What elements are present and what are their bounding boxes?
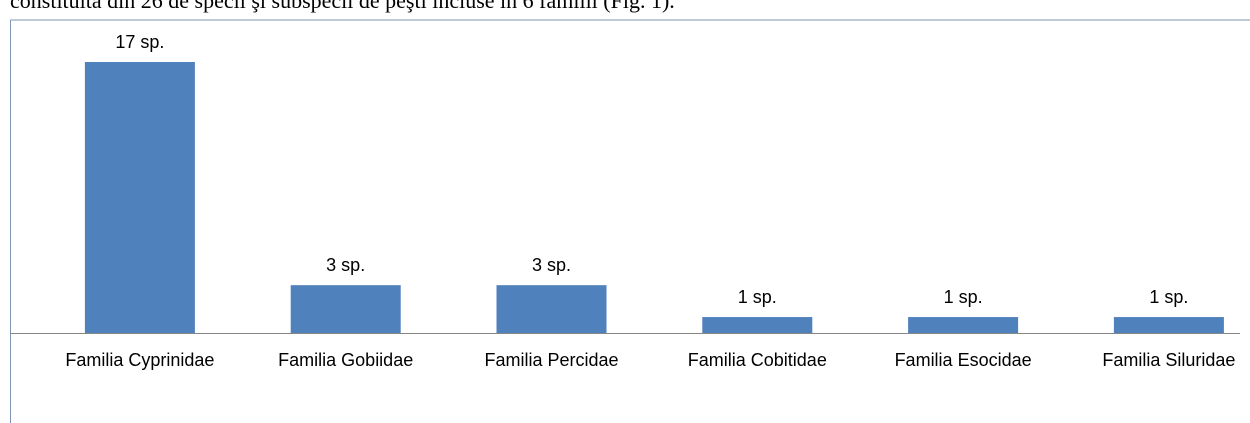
bar [496, 285, 607, 333]
intro-text: constituită din 26 de specii şi subspeci… [10, 0, 675, 13]
data-label: 17 sp. [115, 32, 164, 52]
data-label: 1 sp. [738, 287, 777, 307]
data-label: 1 sp. [1149, 287, 1188, 307]
x-tick-label: Familia Gobiidae [278, 350, 413, 370]
data-label: 3 sp. [532, 255, 571, 275]
x-tick-label: Familia Siluridae [1102, 350, 1235, 370]
data-label: 3 sp. [326, 255, 365, 275]
bar [290, 285, 401, 333]
x-tick-label: Familia Cyprinidae [65, 350, 214, 370]
x-tick-label: Familia Cobitidae [688, 350, 827, 370]
x-tick-label: Familia Esocidae [895, 350, 1032, 370]
bar [908, 317, 1019, 333]
x-tick-label: Familia Percidae [484, 350, 618, 370]
bar [84, 62, 195, 333]
bar [1113, 317, 1224, 333]
bar [702, 317, 813, 333]
data-label: 1 sp. [944, 287, 983, 307]
